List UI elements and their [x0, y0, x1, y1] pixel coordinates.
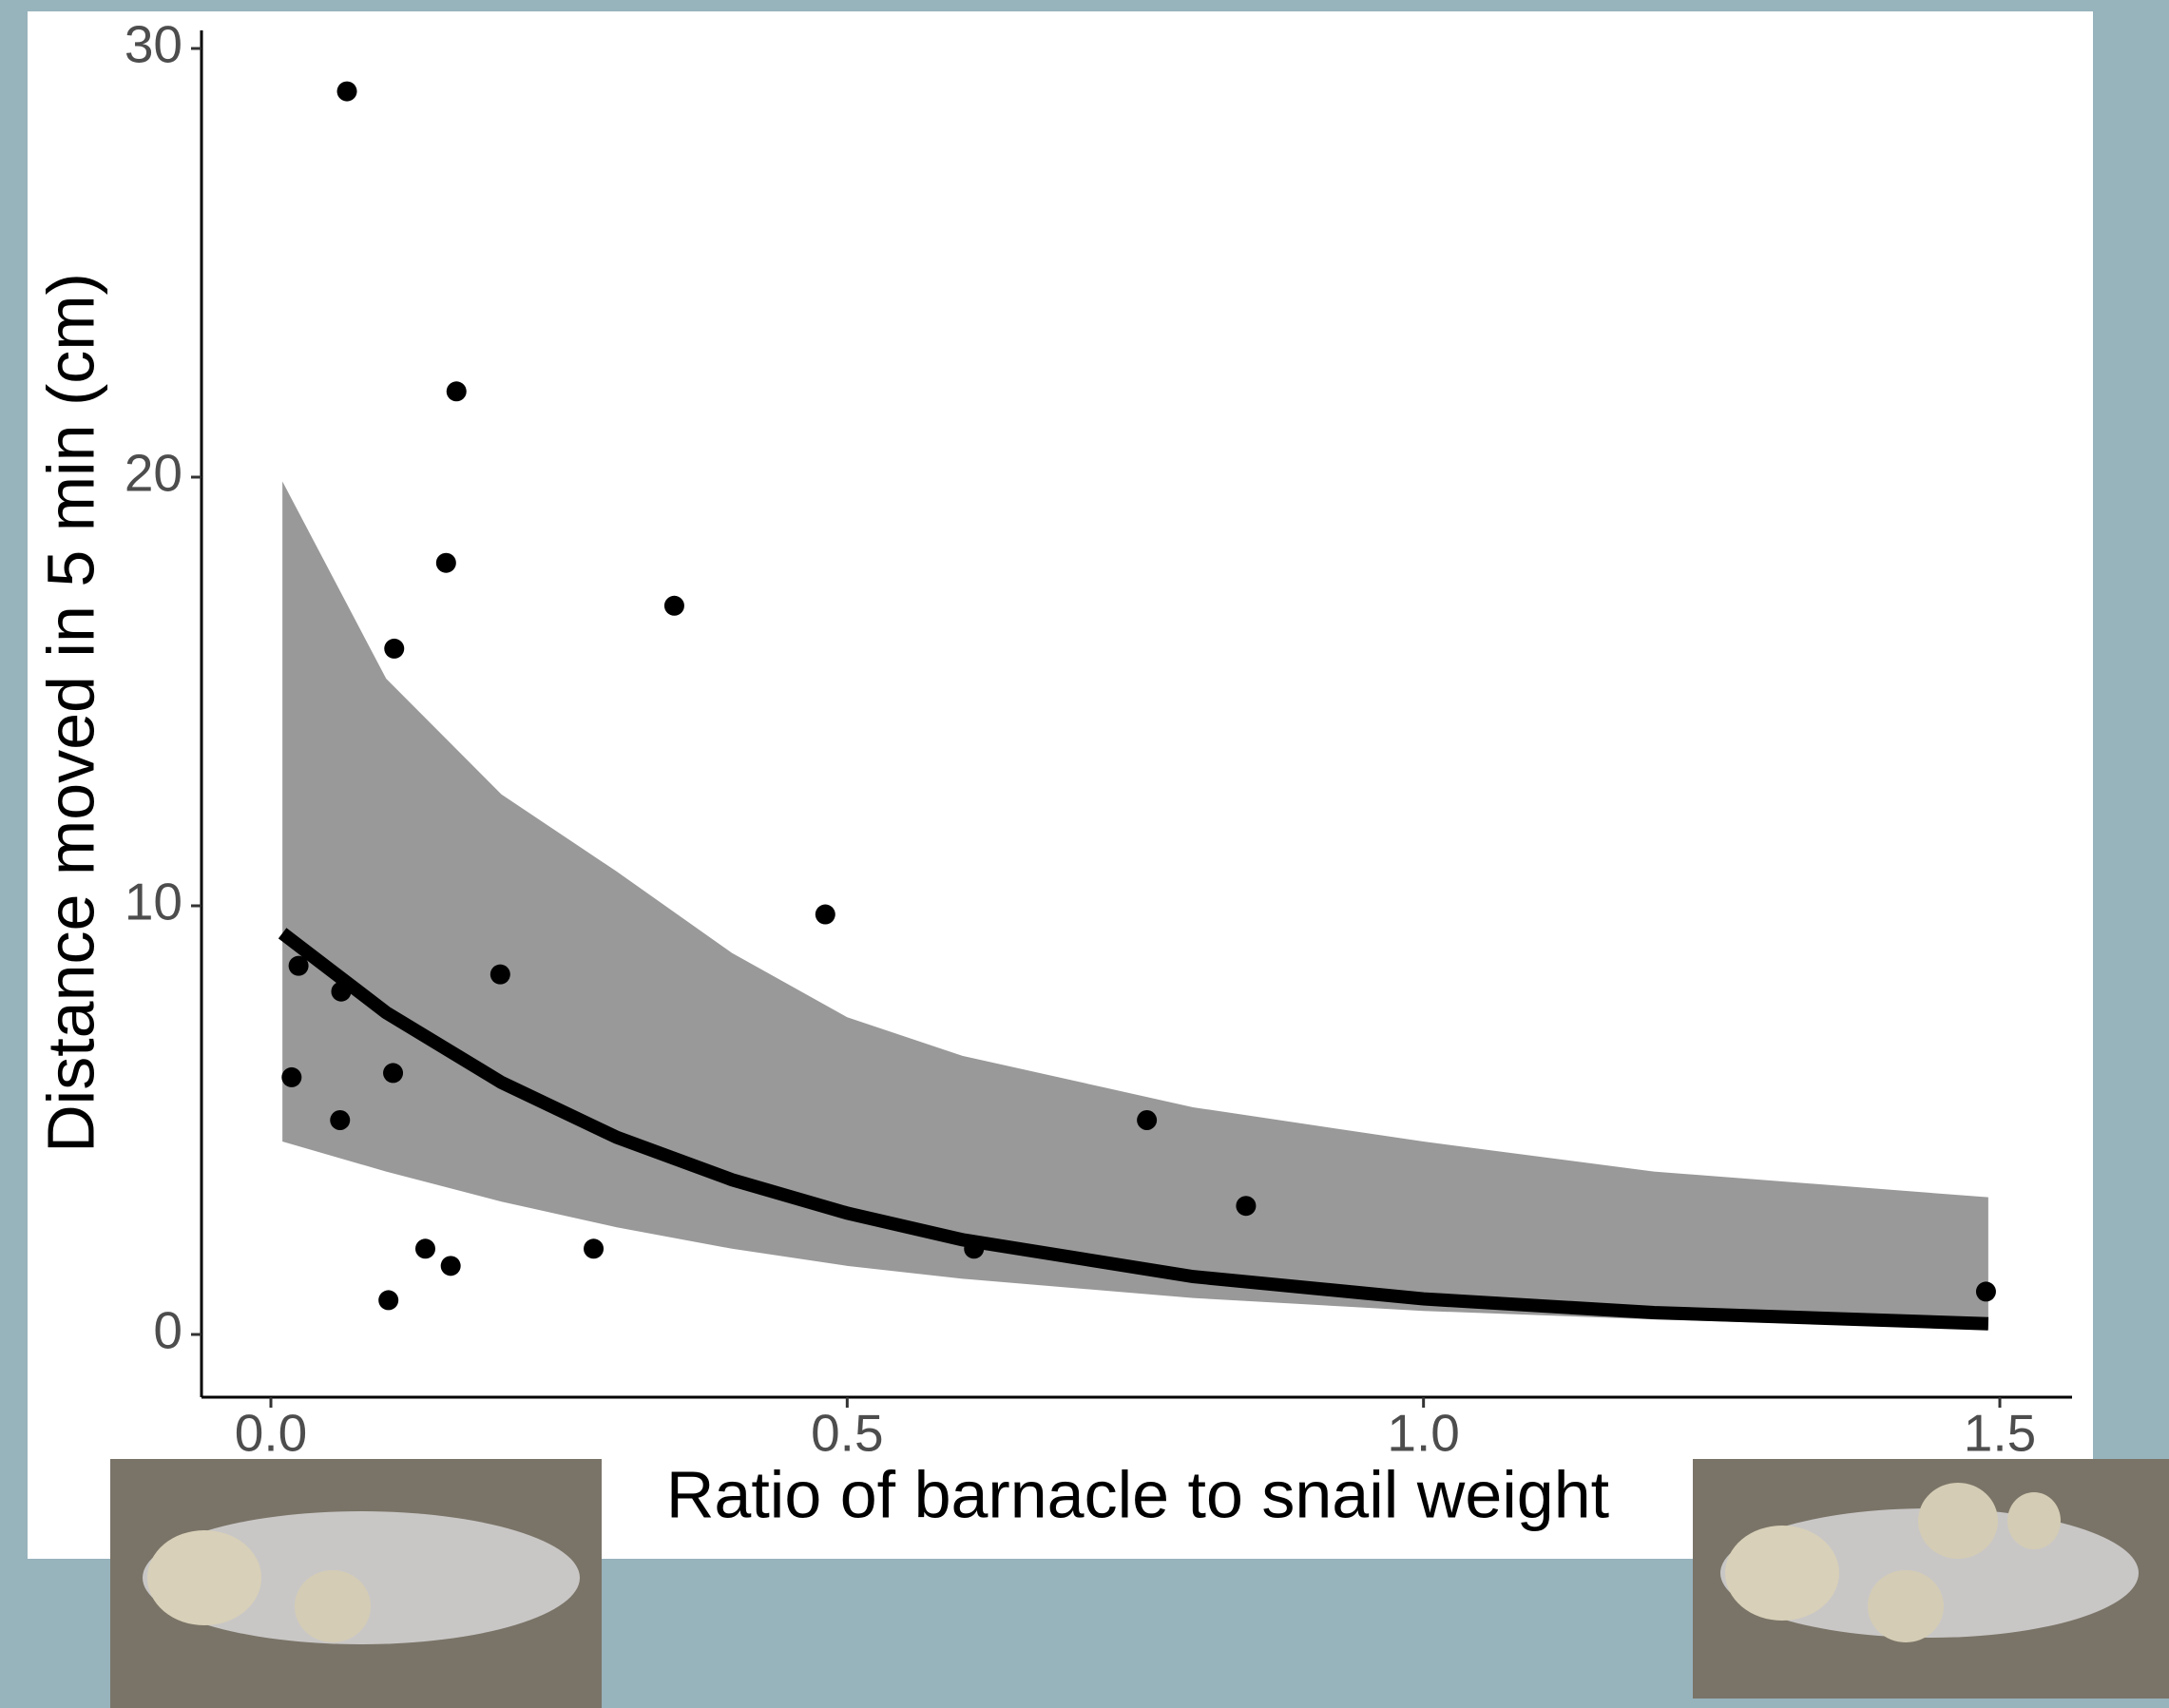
point — [435, 552, 456, 573]
y-tick-label: 20 — [125, 444, 182, 503]
point — [414, 1238, 435, 1259]
photo-right — [1693, 1459, 2169, 1698]
x-tick-label: 0.5 — [811, 1404, 883, 1463]
point — [1137, 1110, 1158, 1130]
x-tick-label: 0.0 — [235, 1404, 307, 1463]
y-axis-title: Distance moved in 5 min (cm) — [33, 273, 107, 1153]
point — [440, 1256, 461, 1276]
y-tick-label: 30 — [125, 15, 182, 74]
point — [1975, 1281, 1996, 1302]
point — [1236, 1196, 1257, 1217]
point — [330, 1110, 351, 1130]
x-axis-title: Ratio of barnacle to snail weight — [666, 1457, 1609, 1531]
point — [964, 1238, 985, 1259]
point — [446, 381, 467, 402]
point — [331, 981, 352, 1002]
fit-line — [278, 928, 1989, 1331]
point — [815, 904, 835, 925]
y-tick-label: 0 — [153, 1301, 182, 1360]
y-tick-label: 10 — [125, 873, 182, 931]
photo-left — [110, 1459, 602, 1708]
point — [663, 595, 684, 616]
point — [281, 1066, 302, 1087]
confidence-band — [282, 481, 1988, 1330]
x-tick-label: 1.5 — [1964, 1404, 2036, 1463]
x-tick-label: 1.0 — [1387, 1404, 1459, 1463]
point — [384, 638, 405, 659]
point — [378, 1290, 399, 1311]
point — [383, 1063, 404, 1084]
point — [336, 81, 357, 102]
point — [288, 955, 309, 976]
point — [489, 964, 510, 985]
point — [584, 1238, 605, 1259]
